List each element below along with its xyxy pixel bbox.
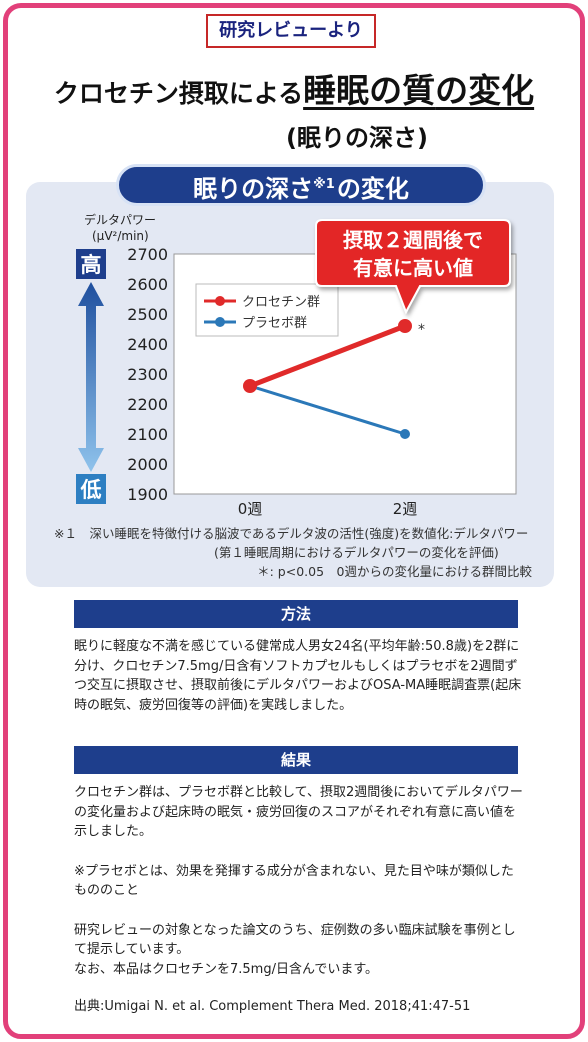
y-axis-label-line1: デルタパワー: [84, 213, 157, 227]
series-group: [243, 319, 412, 439]
y-axis-label: デルタパワー (μV²/min): [84, 212, 156, 244]
callout-box: [315, 219, 511, 315]
chart-title-tail: の変化: [336, 175, 409, 203]
title-emphasis: 睡眠の質: [303, 71, 436, 110]
chart-title-main: 眠りの深さ: [193, 175, 314, 203]
note-line3: ＊: p<0.05 0週からの変化量における群間比較: [257, 564, 532, 579]
note-line1: ※１ 深い睡眠を特徴付ける脳波であるデルタ波の活性(強度)を数値化:デルタパワー: [54, 526, 529, 541]
method-heading: 方法: [74, 600, 518, 628]
source-citation: 出典:Umigai N. et al. Complement Thera Med…: [74, 999, 471, 1014]
review-note2: なお、本品はクロセチンを7.5mg/日含んでいます。: [74, 961, 379, 977]
review-note1: 研究レビューの対象となった論文のうち、症例数の多い臨床試験を事例として提示してい…: [74, 922, 516, 958]
legend-box: [195, 283, 339, 337]
title-suffix: の変化: [435, 71, 535, 110]
data-point-crocetin: [243, 379, 257, 393]
x-axis-ticks: 0週 2週: [238, 500, 418, 518]
series-line-placebo: [249, 384, 406, 436]
low-label: 低: [80, 478, 102, 502]
data-point-crocetin: [398, 319, 412, 333]
chart-notes: ※１ 深い睡眠を特徴付ける脳波であるデルタ波の活性(強度)を数値化:デルタパワー…: [54, 524, 544, 581]
y-tick-label: 2400: [127, 335, 168, 354]
result-heading: 結果: [74, 746, 518, 774]
page-title: クロセチン摂取による睡眠の質の変化: [0, 64, 588, 112]
y-tick-label: 2600: [127, 275, 168, 294]
significance-mark: *: [418, 322, 425, 338]
y-tick-label: 2100: [127, 425, 168, 444]
legend-crocetin-marker: [215, 296, 225, 306]
y-axis-ticks: 2700 2600 2500 2400 2300 2200 2100 2000 1900: [127, 245, 168, 504]
high-badge: [76, 249, 106, 279]
series-line-crocetin: [249, 323, 406, 389]
y-axis-label-line2: (μV²/min): [92, 229, 149, 243]
x-tick-label: 2週: [393, 500, 418, 518]
research-review-tag: 研究レビューより: [206, 14, 376, 48]
y-tick-label: 2200: [127, 395, 168, 414]
placebo-note: ※プラセボとは、効果を発揮する成分が含まれない、見た目や味が類似したもののこと: [74, 863, 514, 899]
legend-crocetin-label: クロセチン群: [242, 295, 320, 310]
delta-power-chart: 高 低 2700 2600 2500 2400 2300 2200 2100 2000 1900…: [76, 219, 517, 518]
chart-title-pill: 眠りの深さ※1の変化: [116, 164, 486, 206]
title-prefix: クロセチン摂取による: [53, 79, 304, 108]
chart-title-note: ※1: [313, 177, 335, 192]
y-tick-label: 2500: [127, 305, 168, 324]
low-badge: [76, 474, 106, 504]
y-tick-label: 2700: [127, 245, 168, 264]
note-line2: (第１睡眠周期におけるデルタパワーの変化を評価): [214, 545, 499, 560]
callout-line2: 有意に高い値: [353, 256, 473, 280]
result-section: クロセチン群は、プラセボ群と比較して、摂取2週間後においてデルタパワーの変化量お…: [74, 783, 524, 1017]
callout-line1: 摂取２週間後で: [343, 228, 483, 252]
legend-placebo-label: プラセボ群: [242, 316, 307, 331]
high-label: 高: [81, 253, 102, 277]
result-body: クロセチン群は、プラセボ群と比較して、摂取2週間後においてデルタパワーの変化量お…: [74, 785, 523, 839]
method-body: 眠りに軽度な不満を感じている健常成人男女24名(平均年齢:50.8歳)を2群に分…: [74, 639, 522, 713]
x-tick-label: 0週: [238, 500, 263, 518]
double-arrow-icon: [78, 282, 104, 472]
y-tick-label: 2000: [127, 455, 168, 474]
y-tick-label: 2300: [127, 365, 168, 384]
data-point-placebo: [400, 429, 410, 439]
legend-placebo-marker: [215, 317, 225, 327]
page-subtitle: (眠りの深さ): [286, 124, 428, 152]
y-tick-label: 1900: [127, 485, 168, 504]
